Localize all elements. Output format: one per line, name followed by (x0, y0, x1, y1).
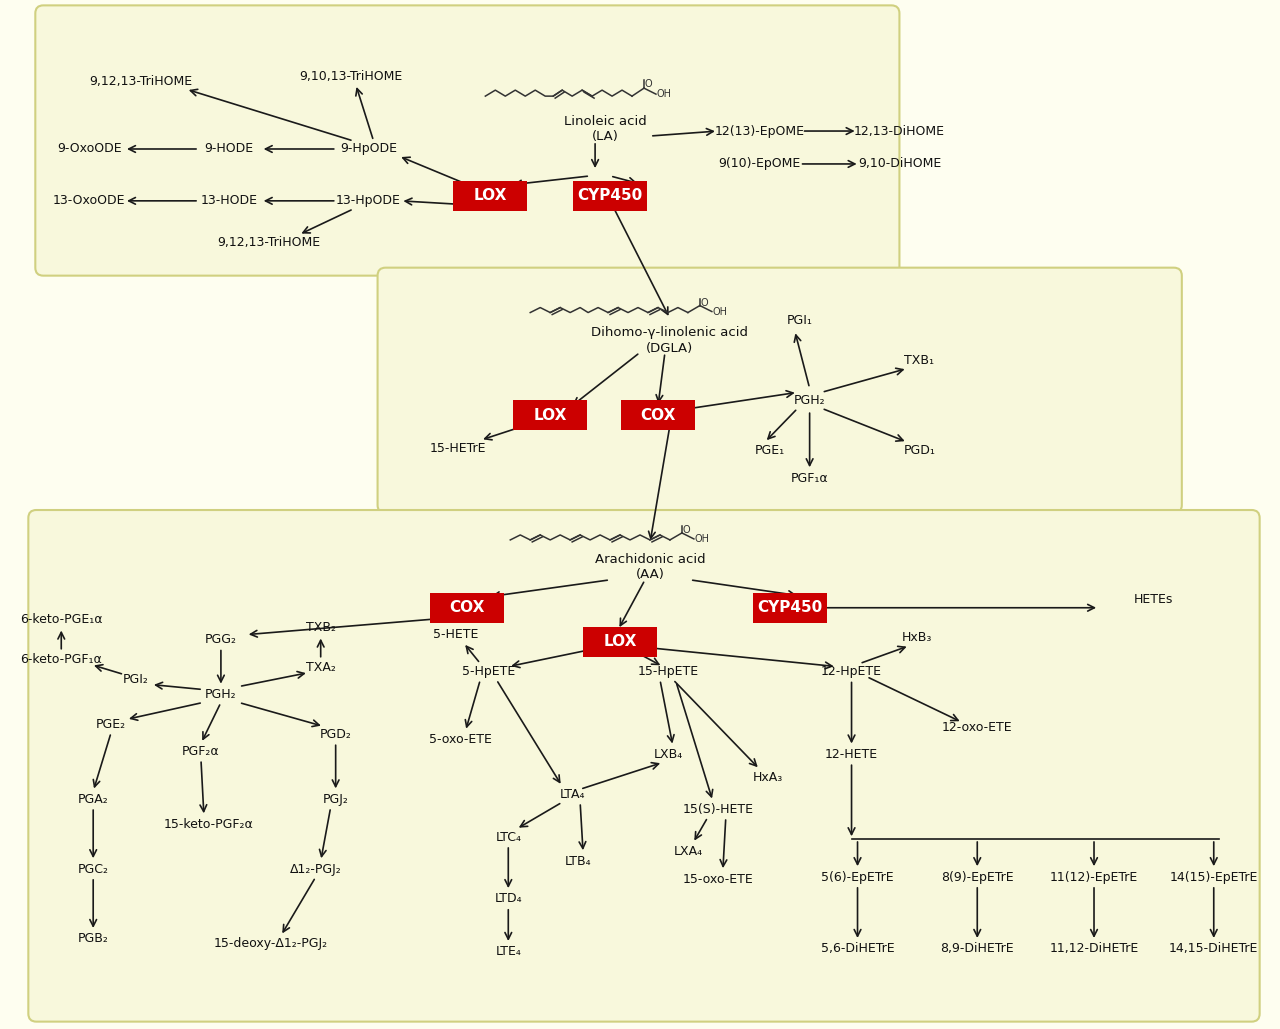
Text: PGD₁: PGD₁ (904, 443, 936, 457)
Text: 12-HpETE: 12-HpETE (820, 665, 882, 678)
Text: OH: OH (695, 534, 710, 544)
Text: 15-deoxy-Δ1₂-PGJ₂: 15-deoxy-Δ1₂-PGJ₂ (214, 937, 328, 951)
Text: CYP450: CYP450 (577, 188, 643, 204)
Text: 12,13-DiHOME: 12,13-DiHOME (854, 125, 945, 138)
Text: 9-HpODE: 9-HpODE (340, 142, 397, 155)
FancyBboxPatch shape (36, 5, 900, 276)
Text: PGI₁: PGI₁ (787, 314, 813, 327)
Text: LOX: LOX (603, 634, 636, 649)
Text: PGA₂: PGA₂ (78, 792, 109, 806)
Text: LTB₄: LTB₄ (564, 854, 591, 867)
Text: Dihomo-γ-linolenic acid: Dihomo-γ-linolenic acid (591, 326, 749, 339)
Text: PGH₂: PGH₂ (205, 688, 237, 701)
FancyBboxPatch shape (621, 400, 695, 430)
Text: O: O (701, 297, 709, 308)
Text: 6-keto-PGF₁α: 6-keto-PGF₁α (20, 653, 102, 666)
Text: 15-HETrE: 15-HETrE (430, 441, 486, 455)
Text: PGB₂: PGB₂ (78, 932, 109, 946)
Text: LTA₄: LTA₄ (559, 788, 585, 801)
Text: 9-OxoODE: 9-OxoODE (56, 142, 122, 155)
Text: 11,12-DiHETrE: 11,12-DiHETrE (1050, 943, 1139, 955)
Text: 6-keto-PGE₁α: 6-keto-PGE₁α (20, 613, 102, 627)
Text: 5-oxo-ETE: 5-oxo-ETE (429, 733, 492, 746)
Text: PGE₂: PGE₂ (96, 718, 127, 731)
Text: 12-HETE: 12-HETE (826, 748, 878, 760)
Text: TXB₁: TXB₁ (905, 354, 934, 367)
Text: PGH₂: PGH₂ (794, 394, 826, 406)
Text: 15-oxo-ETE: 15-oxo-ETE (682, 873, 753, 886)
Text: O: O (645, 79, 653, 90)
Text: HETEs: HETEs (1134, 594, 1174, 606)
Text: 9-HODE: 9-HODE (205, 142, 253, 155)
Text: 9,10,13-TriHOME: 9,10,13-TriHOME (300, 70, 402, 82)
Text: 9,12,13-TriHOME: 9,12,13-TriHOME (90, 75, 193, 87)
Text: O: O (684, 525, 690, 535)
Text: 13-HpODE: 13-HpODE (337, 194, 401, 208)
Text: 13-HODE: 13-HODE (201, 194, 257, 208)
FancyBboxPatch shape (453, 181, 527, 211)
Text: 15-keto-PGF₂α: 15-keto-PGF₂α (164, 818, 253, 830)
Text: (DGLA): (DGLA) (646, 342, 694, 355)
Text: LTD₄: LTD₄ (494, 892, 522, 906)
FancyBboxPatch shape (28, 510, 1260, 1022)
Text: 14(15)-EpETrE: 14(15)-EpETrE (1170, 871, 1258, 884)
Text: COX: COX (640, 407, 676, 423)
FancyBboxPatch shape (573, 181, 646, 211)
Text: PGD₂: PGD₂ (320, 728, 352, 741)
Text: PGF₂α: PGF₂α (182, 745, 220, 758)
Text: PGI₂: PGI₂ (123, 673, 148, 686)
Text: TXB₂: TXB₂ (306, 622, 335, 634)
FancyBboxPatch shape (513, 400, 588, 430)
Text: 8(9)-EpETrE: 8(9)-EpETrE (941, 871, 1014, 884)
Text: Arachidonic acid: Arachidonic acid (595, 554, 705, 566)
Text: LXA₄: LXA₄ (673, 845, 703, 857)
Text: OH: OH (713, 307, 728, 317)
Text: 12(13)-EpOME: 12(13)-EpOME (714, 125, 805, 138)
Text: PGF₁α: PGF₁α (791, 471, 828, 485)
Text: Δ1₂-PGJ₂: Δ1₂-PGJ₂ (289, 862, 342, 876)
Text: 8,9-DiHETrE: 8,9-DiHETrE (941, 943, 1014, 955)
Text: LTC₄: LTC₄ (495, 830, 521, 844)
Text: HxB₃: HxB₃ (902, 631, 933, 644)
FancyBboxPatch shape (753, 593, 827, 623)
Text: Linoleic acid: Linoleic acid (563, 114, 646, 128)
Text: LOX: LOX (534, 407, 567, 423)
Text: 9,12,13-TriHOME: 9,12,13-TriHOME (218, 237, 320, 249)
Text: 5,6-DiHETrE: 5,6-DiHETrE (820, 943, 895, 955)
Text: OH: OH (657, 90, 672, 99)
Text: PGE₁: PGE₁ (755, 443, 785, 457)
Text: 15-HpETE: 15-HpETE (637, 665, 699, 678)
FancyBboxPatch shape (430, 593, 504, 623)
Text: LTE₄: LTE₄ (495, 946, 521, 958)
Text: CYP450: CYP450 (756, 600, 822, 615)
Text: (AA): (AA) (636, 568, 664, 581)
Text: PGC₂: PGC₂ (78, 862, 109, 876)
Text: 5-HETE: 5-HETE (433, 628, 479, 641)
Text: LXB₄: LXB₄ (653, 748, 682, 760)
Text: PGG₂: PGG₂ (205, 633, 237, 646)
Text: (LA): (LA) (591, 130, 618, 143)
Text: 14,15-DiHETrE: 14,15-DiHETrE (1169, 943, 1258, 955)
Text: 12-oxo-ETE: 12-oxo-ETE (942, 721, 1012, 734)
Text: TXA₂: TXA₂ (306, 661, 335, 674)
Text: LOX: LOX (474, 188, 507, 204)
Text: COX: COX (449, 600, 485, 615)
FancyBboxPatch shape (378, 268, 1181, 513)
Text: 5-HpETE: 5-HpETE (462, 665, 515, 678)
Text: 5(6)-EpETrE: 5(6)-EpETrE (822, 871, 893, 884)
Text: 9,10-DiHOME: 9,10-DiHOME (858, 157, 941, 171)
Text: 15(S)-HETE: 15(S)-HETE (682, 803, 754, 816)
FancyBboxPatch shape (584, 627, 657, 657)
Text: HxA₃: HxA₃ (753, 771, 783, 784)
Text: 11(12)-EpETrE: 11(12)-EpETrE (1050, 871, 1138, 884)
Text: 13-OxoODE: 13-OxoODE (52, 194, 125, 208)
Text: 9(10)-EpOME: 9(10)-EpOME (718, 157, 801, 171)
Text: PGJ₂: PGJ₂ (323, 792, 348, 806)
